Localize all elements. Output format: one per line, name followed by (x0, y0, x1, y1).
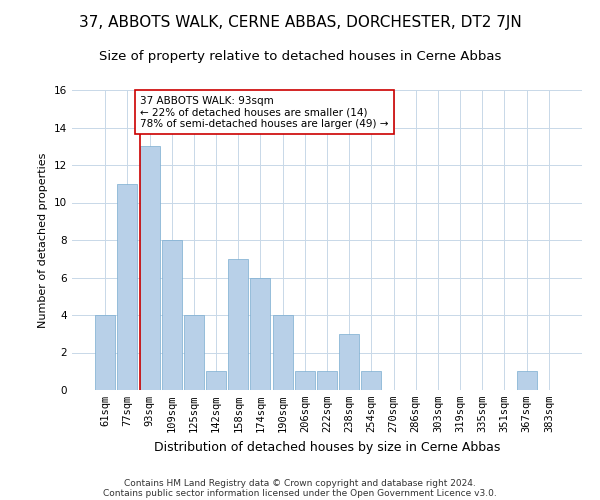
Bar (339, 334, 359, 390)
Y-axis label: Number of detached properties: Number of detached properties (38, 152, 49, 328)
Text: Contains public sector information licensed under the Open Government Licence v3: Contains public sector information licen… (103, 488, 497, 498)
Text: 37, ABBOTS WALK, CERNE ABBAS, DORCHESTER, DT2 7JN: 37, ABBOTS WALK, CERNE ABBAS, DORCHESTER… (79, 15, 521, 30)
Bar (295, 371, 315, 390)
X-axis label: Distribution of detached houses by size in Cerne Abbas: Distribution of detached houses by size … (154, 440, 500, 454)
Text: Size of property relative to detached houses in Cerne Abbas: Size of property relative to detached ho… (99, 50, 501, 63)
Bar (272, 315, 293, 390)
Bar (517, 371, 536, 390)
Bar (140, 146, 160, 390)
Bar (317, 371, 337, 390)
Bar (184, 315, 204, 390)
Bar (118, 184, 137, 390)
Bar (250, 278, 271, 390)
Bar (228, 259, 248, 390)
Bar (162, 240, 182, 390)
Text: 37 ABBOTS WALK: 93sqm
← 22% of detached houses are smaller (14)
78% of semi-deta: 37 ABBOTS WALK: 93sqm ← 22% of detached … (140, 96, 388, 129)
Bar (206, 371, 226, 390)
Text: Contains HM Land Registry data © Crown copyright and database right 2024.: Contains HM Land Registry data © Crown c… (124, 478, 476, 488)
Bar (361, 371, 382, 390)
Bar (95, 315, 115, 390)
